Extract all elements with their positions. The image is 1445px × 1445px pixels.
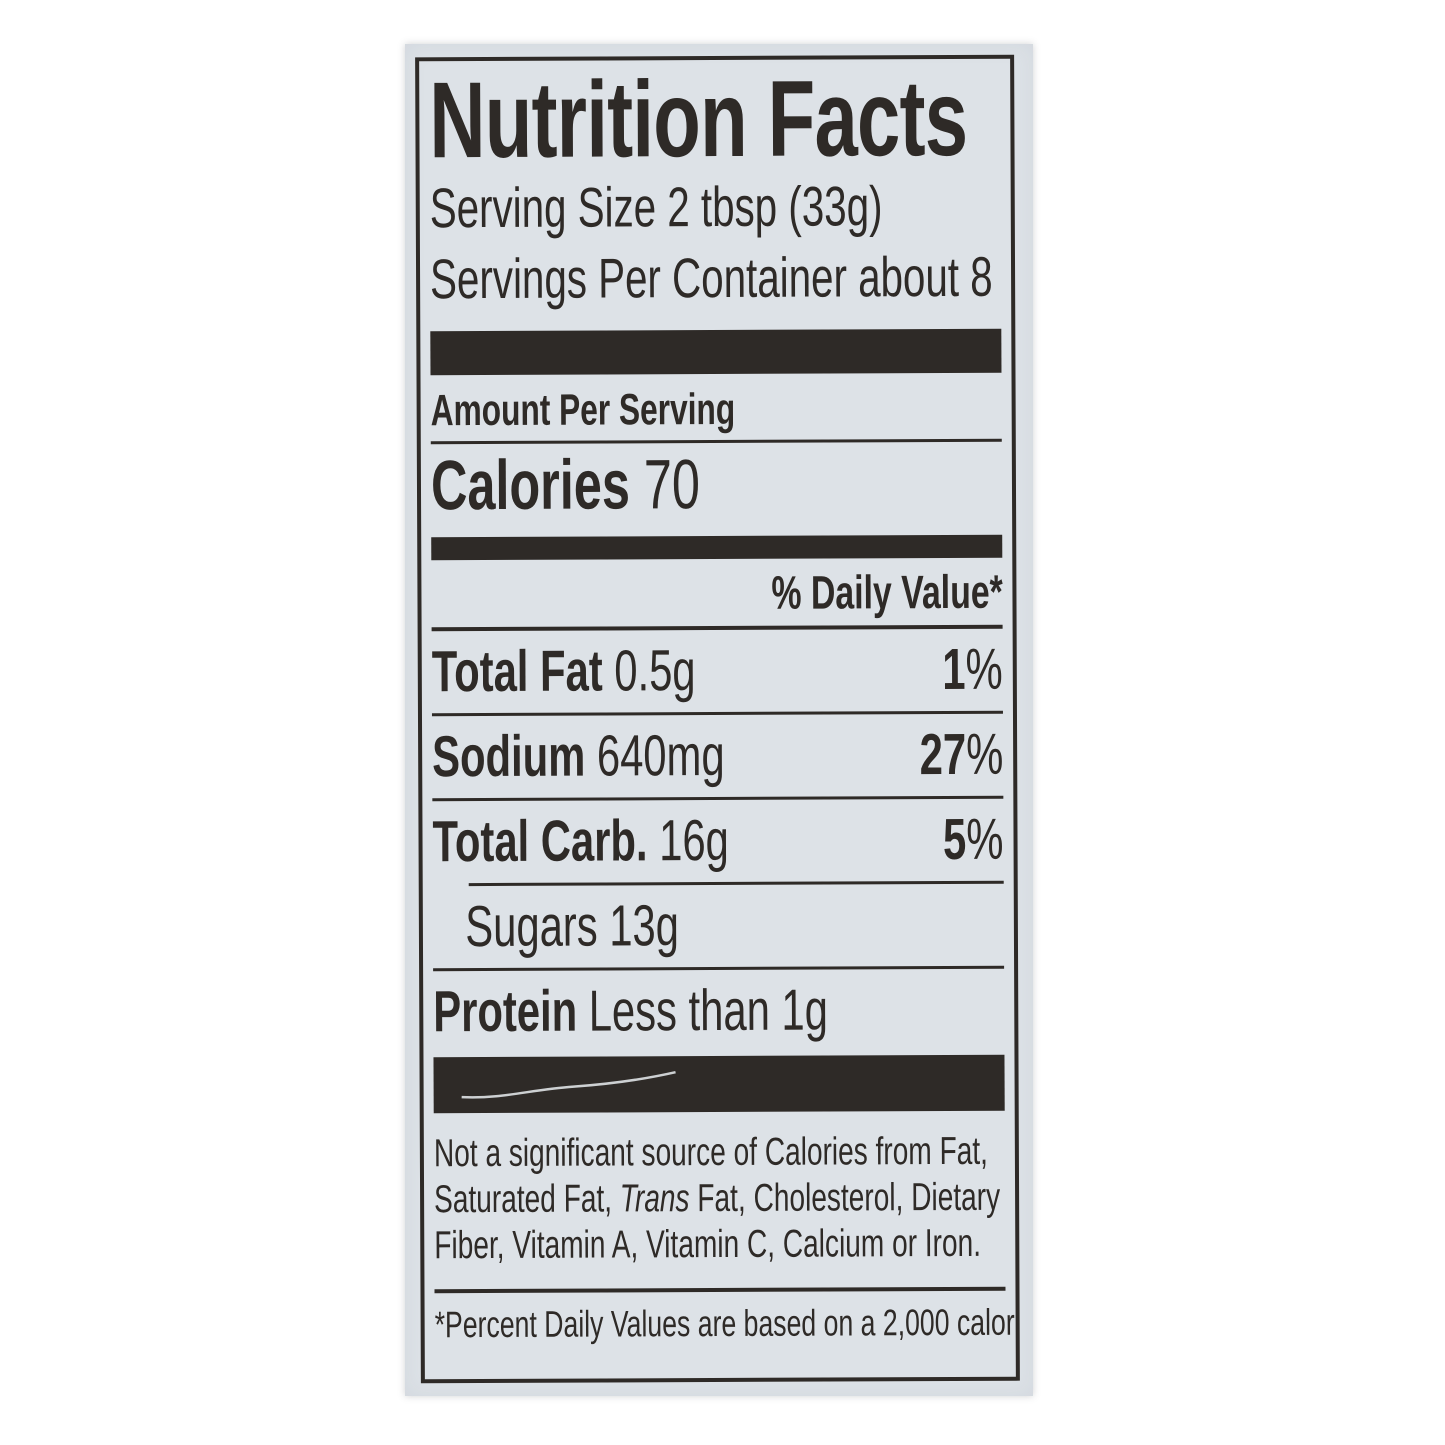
label-title: Nutrition Facts: [429, 56, 968, 181]
footnote-line-2-text: Saturated Fat, Trans Fat, Cholesterol, D…: [434, 1176, 1001, 1222]
dv-number: 1: [942, 637, 966, 703]
amount-per-serving-line: Amount Per Serving: [430, 384, 1002, 436]
daily-value-header-line: % Daily Value*: [431, 565, 1003, 620]
nutrient-name: Sugars: [465, 893, 598, 960]
footnote-block: Not a significant source of Calories fro…: [434, 1129, 1006, 1269]
footnote-line-2: Saturated Fat, Trans Fat, Cholesterol, D…: [434, 1175, 1005, 1223]
calories-label: Calories: [430, 445, 631, 525]
percent-sign: %: [965, 722, 1004, 788]
nutrition-label-paper: Nutrition Facts Serving Size 2 tbsp (33g…: [405, 44, 1033, 1396]
daily-value-header-text: % Daily Value*: [770, 565, 1003, 620]
nutrient-name-amount: Sodium 640mg: [432, 723, 725, 789]
calories-value: 70: [643, 445, 701, 524]
separator-bar-thick-top: [430, 328, 1002, 376]
nutrient-name-amount: Sugars 13g: [433, 893, 679, 959]
nutrient-row-total-fat: Total Fat 0.5g 1%: [432, 629, 1003, 713]
rule-above-percent-note: [434, 1287, 1006, 1294]
nutrient-daily-value: 5%: [943, 807, 1004, 872]
dv-number: 5: [943, 807, 967, 873]
dv-number: 27: [919, 722, 967, 788]
footnote-line-1: Not a significant source of Calories fro…: [433, 1130, 989, 1176]
nutrient-name-amount: Protein Less than 1g: [433, 978, 828, 1045]
separator-bar-thick-bottom: [433, 1055, 1005, 1114]
nutrient-name: Total Carb.: [432, 808, 648, 875]
nutrient-name-amount: Total Fat 0.5g: [432, 638, 696, 704]
nutrient-name: Total Fat: [431, 638, 603, 705]
nutrient-name: Protein: [433, 978, 578, 1045]
percent-daily-values-note: *Percent Daily Values are based on a 2,0…: [434, 1301, 1020, 1346]
nutrient-name-amount: Total Carb. 16g: [432, 808, 729, 874]
rule-under-amount-per-serving: [430, 438, 1002, 445]
nutrition-label-frame: Nutrition Facts Serving Size 2 tbsp (33g…: [415, 54, 1020, 1384]
nutrient-row-total-carb: Total Carb. 16g 5%: [432, 799, 1003, 883]
trans-fat-italic: Trans: [619, 1177, 690, 1221]
servings-per-container-text: Servings Per Container about 8: [429, 245, 993, 311]
nutrient-amount: Less than 1g: [588, 977, 829, 1044]
nutrient-name: Sodium: [432, 723, 586, 790]
nutrient-amount: 0.5g: [614, 638, 696, 704]
nutrient-daily-value: 27%: [919, 722, 1003, 787]
scratch-mark: [461, 1071, 676, 1099]
footnote-line-3: Fiber, Vitamin A, Vitamin C, Calcium or …: [434, 1222, 982, 1268]
nutrient-daily-value: 1%: [942, 637, 1003, 702]
calories-line: Calories 70: [431, 445, 1002, 524]
nutrient-amount: 16g: [658, 808, 729, 874]
nutrient-row-protein: Protein Less than 1g: [433, 969, 1004, 1053]
percent-sign: %: [966, 807, 1004, 873]
nutrient-row-sodium: Sodium 640mg 27%: [432, 714, 1003, 798]
nutrient-row-sugars: Sugars 13g: [433, 884, 1004, 968]
calories-text: Calories 70: [431, 445, 700, 524]
servings-per-container-line: Servings Per Container about 8: [430, 241, 1001, 315]
serving-size-text: Serving Size 2 tbsp (33g): [429, 173, 883, 239]
amount-per-serving-text: Amount Per Serving: [430, 384, 736, 436]
nutrient-amount: 640mg: [596, 723, 725, 789]
serving-size-line: Serving Size 2 tbsp (33g): [430, 169, 1001, 243]
nutrient-amount: 13g: [609, 893, 680, 959]
percent-sign: %: [965, 637, 1003, 703]
label-title-block: Nutrition Facts: [429, 56, 1000, 181]
separator-bar-thin: [431, 535, 1003, 561]
nutrition-label-content: Nutrition Facts Serving Size 2 tbsp (33g…: [419, 56, 1020, 1348]
